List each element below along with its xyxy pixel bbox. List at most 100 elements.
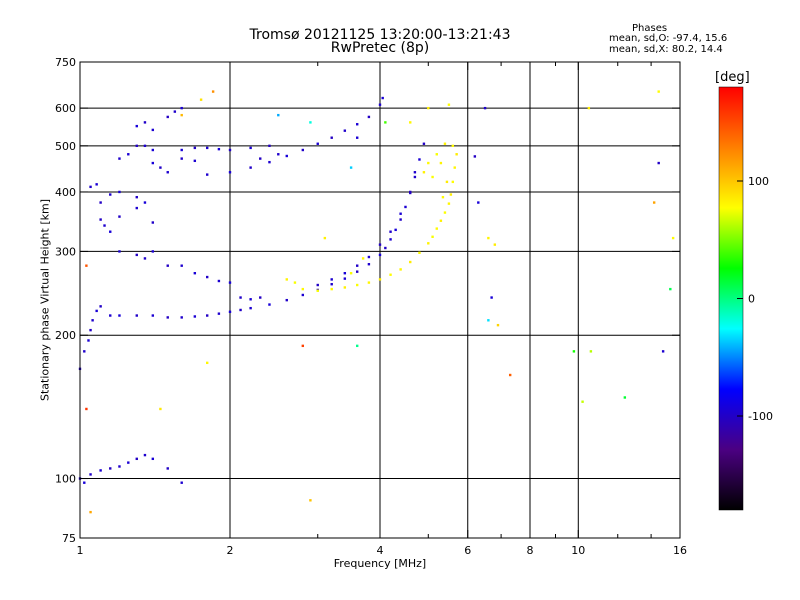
chart-title: Tromsø 20121125 13:20:00-13:21:43	[249, 27, 511, 43]
data-point-O	[259, 157, 262, 160]
data-point-O	[367, 115, 371, 119]
data-point-X	[431, 235, 434, 238]
data-point-O	[268, 144, 271, 148]
data-point-O	[381, 96, 384, 100]
data-point-other	[85, 407, 88, 411]
data-point-O	[355, 270, 359, 273]
data-point-O	[135, 314, 138, 317]
y-tick-label: 400	[55, 186, 76, 199]
data-point-O	[135, 206, 138, 210]
data-point-O	[173, 110, 177, 113]
data-point-O	[166, 264, 169, 267]
data-point-O	[193, 315, 197, 318]
data-point-O	[483, 106, 487, 110]
data-point-O	[355, 264, 359, 267]
data-point-other	[199, 98, 203, 101]
data-point-O	[413, 175, 417, 179]
axes: 1 2 4 6 8 10 16 75 100 200 300 400 500 600 750	[55, 56, 687, 557]
data-point-O	[343, 272, 347, 275]
data-point-X	[439, 161, 443, 165]
data-point-O	[151, 221, 155, 224]
data-point-other	[349, 166, 353, 169]
data-point-X	[445, 180, 449, 184]
data-point-other	[277, 113, 280, 117]
data-point-other	[508, 373, 512, 377]
data-point-X	[418, 251, 421, 255]
data-point-O	[151, 250, 155, 253]
data-point-O	[399, 218, 402, 221]
data-point-O	[343, 129, 347, 132]
data-point-O	[193, 146, 197, 150]
data-point-O	[135, 457, 138, 461]
data-point-X	[378, 278, 382, 281]
data-point-X	[451, 180, 455, 184]
data-point-X	[435, 153, 438, 156]
data-point-O	[205, 173, 209, 176]
data-point-O	[343, 277, 347, 280]
data-point-other	[572, 350, 576, 353]
data-point-X	[487, 236, 490, 240]
data-point-O	[378, 103, 382, 106]
data-point-O	[378, 253, 382, 257]
data-point-O	[657, 161, 660, 165]
data-point-O	[143, 201, 147, 204]
x-tick-label: 2	[227, 544, 234, 557]
data-point-O	[389, 238, 392, 241]
data-point-O	[301, 293, 305, 297]
phase-colorbar: 100 0 -100	[718, 86, 773, 511]
data-point-X	[657, 90, 660, 93]
data-point-O	[384, 246, 387, 250]
data-point-O	[151, 314, 155, 317]
data-point-other	[355, 344, 359, 348]
data-point-O	[166, 115, 169, 119]
data-point-X	[367, 281, 371, 284]
data-point-O	[285, 154, 288, 158]
data-point-O	[409, 190, 412, 194]
data-point-X	[447, 202, 451, 205]
data-point-O	[180, 157, 183, 160]
data-point-X	[399, 268, 402, 271]
data-point-O	[193, 159, 197, 163]
data-point-O	[109, 314, 112, 317]
data-point-O	[135, 144, 138, 148]
y-tick-label: 750	[55, 56, 76, 69]
data-point-O	[394, 228, 397, 232]
data-point-O	[151, 457, 155, 461]
data-point-O	[399, 212, 402, 215]
data-point-O	[228, 171, 232, 174]
data-point-X	[323, 236, 327, 240]
data-point-O	[95, 183, 98, 186]
data-point-X	[455, 153, 458, 156]
data-point-X	[453, 166, 456, 169]
data-point-O	[367, 255, 371, 259]
data-point-O	[422, 142, 426, 145]
data-point-X	[389, 273, 392, 276]
data-point-O	[166, 316, 169, 319]
data-point-O	[180, 481, 183, 484]
data-point-O	[103, 224, 106, 227]
data-point-other	[159, 407, 162, 411]
data-point-O	[151, 128, 155, 132]
data-point-O	[127, 153, 130, 156]
data-point-O	[413, 171, 417, 174]
data-point-O	[135, 253, 138, 257]
data-point-O	[316, 283, 319, 287]
data-point-X	[427, 242, 430, 245]
data-point-O	[330, 278, 333, 281]
phase-info-title: Phases	[632, 23, 668, 34]
data-point-X	[443, 211, 447, 214]
data-point-O	[118, 250, 121, 253]
data-point-X	[349, 272, 353, 275]
data-point-O	[404, 205, 407, 209]
data-point-X	[343, 286, 347, 289]
data-point-O	[109, 230, 112, 233]
data-point-O	[249, 146, 252, 150]
data-point-X	[451, 144, 455, 148]
data-point-O	[249, 166, 252, 169]
data-point-O	[217, 279, 221, 283]
x-tick-label: 16	[673, 544, 687, 557]
data-point-O	[367, 263, 371, 266]
data-point-O	[661, 350, 665, 353]
chart-subtitle: RwPretec (8p)	[330, 40, 430, 56]
